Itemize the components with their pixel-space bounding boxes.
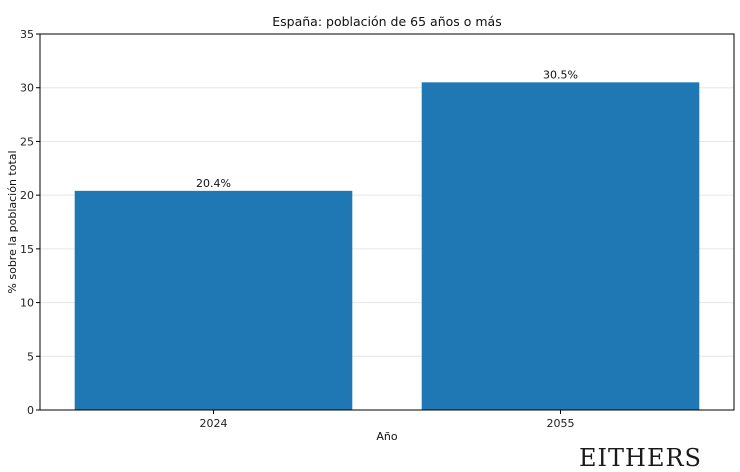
y-tick-label: 5 xyxy=(27,350,34,363)
x-axis-title: Año xyxy=(376,430,397,443)
bar-2024 xyxy=(74,190,353,410)
bars: 20.4% 30.5% xyxy=(74,68,700,410)
y-tick-label: 0 xyxy=(27,404,34,417)
x-tick-label-2055: 2055 xyxy=(547,417,575,430)
data-label-2024: 20.4% xyxy=(196,177,231,190)
x-tick-label-2024: 2024 xyxy=(200,417,228,430)
watermark-logo: EITHERS xyxy=(579,444,702,472)
y-axis-ticks: 0 5 10 15 20 25 30 35 xyxy=(20,28,40,417)
y-tick-label: 20 xyxy=(20,189,34,202)
y-tick-label: 25 xyxy=(20,135,34,148)
data-label-2055: 30.5% xyxy=(543,68,578,81)
y-tick-label: 30 xyxy=(20,82,34,95)
y-tick-label: 35 xyxy=(20,28,34,41)
y-axis-title: % sobre la población total xyxy=(6,150,19,293)
x-axis-ticks: 2024 2055 xyxy=(200,410,575,430)
chart-title: España: población de 65 años o más xyxy=(272,14,501,29)
bar-chart: España: población de 65 años o más 20.4%… xyxy=(6,14,735,443)
plot-frame xyxy=(39,33,735,411)
y-tick-label: 15 xyxy=(20,243,34,256)
y-tick-label: 10 xyxy=(20,297,34,310)
bar-2055 xyxy=(421,82,700,410)
